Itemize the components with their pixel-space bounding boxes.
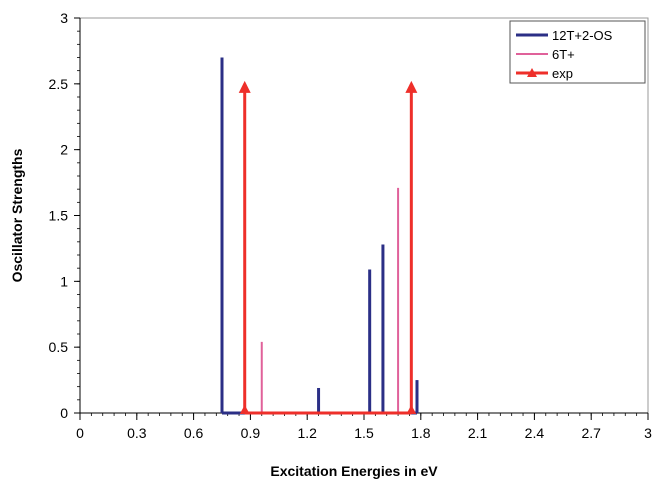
y-axis-title: Oscillator Strengths xyxy=(9,148,25,282)
y-tick-label: 1.5 xyxy=(49,208,69,224)
x-tick-label: 2.4 xyxy=(525,425,545,441)
y-tick-label: 2 xyxy=(60,142,68,158)
x-tick-label: 2.7 xyxy=(581,425,601,441)
x-tick-label: 0.3 xyxy=(127,425,147,441)
x-tick-label: 1.2 xyxy=(297,425,317,441)
y-tick-label: 3 xyxy=(60,10,68,26)
x-tick-label: 2.1 xyxy=(468,425,488,441)
x-axis-title: Excitation Energies in eV xyxy=(270,463,438,479)
y-tick-label: 1 xyxy=(60,273,68,289)
legend-label: 12T+2-OS xyxy=(552,28,613,43)
y-tick-label: 0.5 xyxy=(49,339,69,355)
x-tick-label: 0.9 xyxy=(241,425,261,441)
x-tick-label: 3 xyxy=(644,425,652,441)
x-tick-label: 1.8 xyxy=(411,425,431,441)
x-tick-label: 0.6 xyxy=(184,425,204,441)
legend-label: 6T+ xyxy=(552,47,575,62)
legend: 12T+2-OS 6T+ exp xyxy=(510,21,645,83)
y-tick-label: 2.5 xyxy=(49,76,69,92)
y-tick-label: 0 xyxy=(60,405,68,421)
legend-label: exp xyxy=(552,66,573,81)
x-tick-label: 1.5 xyxy=(354,425,374,441)
x-tick-label: 0 xyxy=(76,425,84,441)
